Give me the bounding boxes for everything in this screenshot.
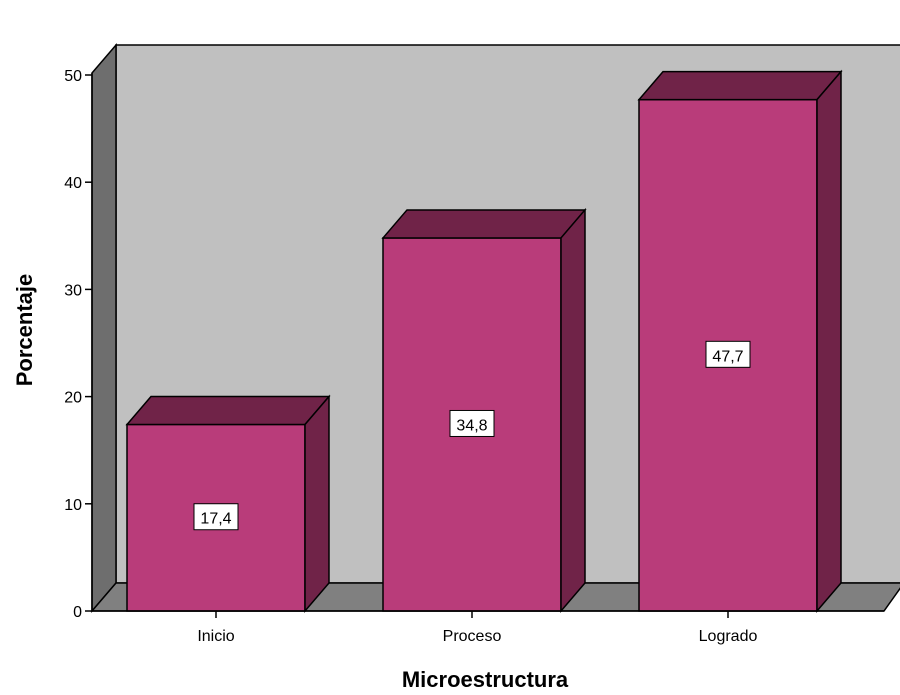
y-axis-title: Porcentaje [12,274,37,387]
y-tick-label: 10 [64,497,82,514]
y-tick-label: 50 [64,68,82,85]
bar-inicio: 17,4 [125,394,331,614]
data-label-box [193,503,239,531]
x-axis-title: Microestructura [402,667,569,690]
x-tick-label: Inicio [197,628,234,645]
bar-logrado: 47,7 [637,69,843,614]
bars-group: 17,4 34,8 47,7 [125,69,843,614]
data-label-box [705,340,751,368]
y-tick-label: 30 [64,282,82,299]
bar-top [125,395,331,426]
bar-side [560,207,586,614]
bar-top [381,209,587,239]
y-tick-label: 0 [73,604,82,621]
data-label-box [449,409,495,437]
data-label: 47,7 [712,348,743,365]
bar-side [816,69,842,614]
x-tick-label: Proceso [443,628,502,645]
x-axis: Inicio Proceso Logrado [92,610,884,645]
bar-side [304,394,330,614]
y-tick-label: 40 [64,175,82,192]
data-label: 17,4 [200,511,231,528]
left-wall [91,42,117,614]
y-tick-label: 20 [64,390,82,407]
y-axis: 0 10 20 30 40 50 [64,68,93,621]
data-label: 34,8 [456,417,487,434]
bar-top [637,70,843,101]
x-tick-label: Logrado [699,628,758,645]
bar-proceso: 34,8 [381,207,587,614]
